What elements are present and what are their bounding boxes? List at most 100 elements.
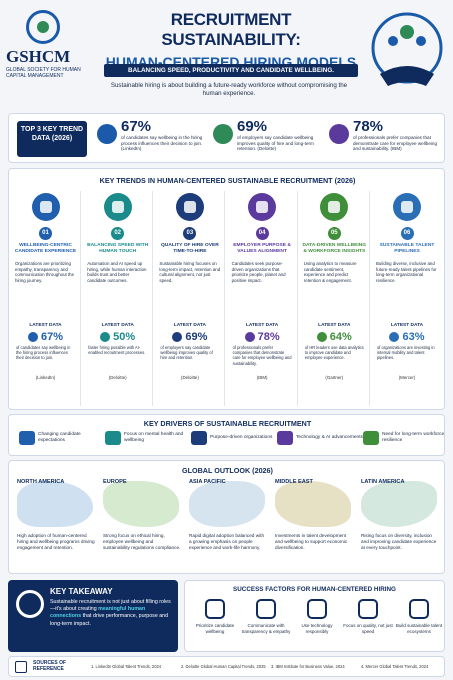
section-heading: KEY DRIVERS OF SUSTAINABLE RECRUITMENT — [143, 419, 312, 428]
stat-text: of HR leaders use data analytics to impr… — [304, 345, 364, 361]
stat-source: (IBM) — [256, 375, 268, 380]
success-factor: Prioritize candidate wellbeing — [190, 599, 240, 634]
region-text: Rising focus on diversity, inclusion and… — [361, 533, 437, 550]
latest-label: LATEST DATA — [29, 323, 62, 328]
region-name: EUROPE — [103, 479, 127, 485]
factor-text: Use technology responsibly — [301, 623, 333, 634]
source-item: 3. IBM Institute for Business Value, 202… — [271, 664, 345, 669]
hero-person — [416, 36, 426, 46]
stat-source: (Gartner) — [325, 375, 344, 380]
latest-label: LATEST DATA — [245, 323, 279, 328]
trend-description: Candidates seek purpose-driven organizat… — [231, 261, 286, 283]
trend-icon — [31, 193, 60, 221]
driver-icon — [105, 431, 121, 445]
trend-title: BALANCING SPEED WITH HUMAN TOUCH — [87, 243, 149, 254]
book-icon — [15, 661, 27, 673]
region: MIDDLE EAST Investments in talent develop… — [271, 477, 355, 571]
sources: SOURCES OF REFERENCE 1. LinkedIn Global … — [8, 656, 445, 677]
region-text: High adoption of human-centered hiring a… — [17, 533, 95, 550]
region: NORTH AMERICA High adoption of human-cent… — [13, 477, 97, 571]
factor-icon — [256, 599, 276, 619]
source-item: 1. LinkedIn Global Talent Trends, 2024 — [91, 664, 162, 669]
outlook-section: GLOBAL OUTLOOK (2026) NORTH AMERICA High … — [8, 460, 445, 574]
stat-row: 50% — [83, 331, 152, 343]
takeaway-title: KEY TAKEAWAY — [50, 587, 113, 596]
factor-icon — [409, 599, 429, 619]
section-heading: KEY TRENDS IN HUMAN-CENTERED SUSTAINABLE… — [99, 176, 356, 185]
section-heading: SUCCESS FACTORS FOR HUMAN-CENTERED HIRIN… — [233, 586, 396, 593]
driver-icon — [191, 431, 207, 445]
trend-description: Using analytics to measure candidate sen… — [303, 261, 357, 283]
trend-icon — [248, 193, 277, 221]
region: ASIA PACIFIC Rapid digital adoption balan… — [185, 477, 269, 571]
stat-icon — [329, 124, 349, 144]
trend-description: Organizations are prioritizing empathy, … — [15, 261, 75, 283]
stat-value: 78% — [353, 118, 384, 135]
title: RECRUITMENT SUSTAINABILITY: HUMAN-CENTER… — [100, 10, 362, 70]
stat-text: of candidates say wellbeing in the hirin… — [121, 135, 203, 152]
driver: Focus on mental health and wellbeing — [105, 431, 191, 445]
stat-text: of employers say candidate wellbeing imp… — [160, 345, 213, 361]
latest-label: LATEST DATA — [390, 323, 424, 328]
trend-column: 02 BALANCING SPEED WITH HUMAN TOUCH Automa… — [83, 191, 154, 406]
driver: Purpose-driven organizations — [191, 431, 277, 445]
logo-mark — [26, 10, 60, 44]
trend-title: QUALITY OF HIRE OVER TIME-TO-HIRE — [160, 243, 219, 254]
driver-icon — [19, 431, 35, 445]
trend-column: 06 SUSTAINABLE TALENT PIPELINES Building d… — [372, 191, 442, 406]
latest-label: LATEST DATA — [101, 323, 134, 328]
region-map — [17, 481, 93, 527]
logo: GSHCM GLOBAL SOCIETY FOR HUMAN CAPITAL M… — [6, 10, 98, 79]
source-item: 4. Mercer Global Talent Trends, 2024 — [361, 664, 429, 669]
trend-description: Sustainable hiring focuses on long-term … — [159, 261, 221, 283]
stat-icon — [100, 332, 111, 342]
region-map — [361, 481, 437, 527]
driver: Technology & AI advancements — [277, 431, 363, 445]
success-factor: Use technology responsibly — [292, 599, 342, 634]
stat-row: 63% — [372, 331, 442, 343]
stat-value: 67% — [40, 331, 64, 343]
region-name: ASIA PACIFIC — [189, 479, 226, 485]
subtitle: Sustainable hiring is about building a f… — [110, 82, 348, 97]
stat-text: of professionals prefer companies that d… — [232, 345, 292, 366]
region-map — [189, 481, 265, 527]
stat-icon — [27, 332, 38, 342]
stat-row: 69% — [155, 331, 224, 343]
top-stats: TOP 3 KEY TREND DATA (2026) 67% of candid… — [8, 113, 445, 163]
stat-icon — [213, 124, 233, 144]
trend-icon — [320, 193, 349, 221]
target-icon — [16, 590, 44, 618]
stat-body: 78% of professionals prefer companies tha… — [353, 118, 444, 152]
trend-column: 01 WELLBEING-CENTRIC CANDIDATE EXPERIENCE… — [11, 191, 81, 406]
hero-icon — [371, 12, 443, 86]
section-heading: GLOBAL OUTLOOK (2026) — [182, 466, 273, 475]
stat-icon — [389, 332, 400, 342]
stat-value: 64% — [329, 331, 352, 343]
takeaway-text: Sustainable recruitment is not just abou… — [50, 599, 172, 628]
drivers-section: KEY DRIVERS OF SUSTAINABLE RECRUITMENT C… — [8, 414, 445, 456]
stat-value: 50% — [113, 331, 136, 343]
hero-person — [388, 36, 398, 46]
region-name: NORTH AMERICA — [17, 479, 65, 485]
stat-icon — [97, 124, 117, 144]
success-factors: SUCCESS FACTORS FOR HUMAN-CENTERED HIRIN… — [184, 580, 445, 652]
source-item: 2. Deloitte Global Human Capital Trends,… — [181, 664, 266, 669]
trend-icon — [103, 193, 132, 221]
sources-title: SOURCES OF REFERENCE — [33, 660, 67, 672]
stat: 69% of employers say candidate wellbeing … — [213, 118, 328, 152]
driver-icon — [363, 431, 379, 445]
stat-source: (Mercer) — [398, 375, 416, 380]
driver-text: Technology & AI advancements — [296, 435, 363, 440]
stat-body: 67% of candidates say wellbeing in the hi… — [121, 118, 212, 152]
factor-text: Communicate with transparency & empathy — [241, 623, 291, 634]
factor-icon — [205, 599, 225, 619]
org-name: GLOBAL SOCIETY FOR HUMAN CAPITAL MANAGEM… — [6, 67, 81, 79]
stat-source: (Deloitte) — [108, 375, 127, 380]
trend-number: 03 — [183, 227, 197, 240]
stat-icon — [172, 332, 183, 342]
stat-text: of professionals prefer companies that d… — [353, 135, 438, 152]
text: Sustainable recruitment is not just abou… — [50, 599, 171, 613]
takeaway: KEY TAKEAWAY Sustainable recruitment is … — [8, 580, 178, 652]
latest-label: LATEST DATA — [318, 323, 351, 328]
stat-source: (LinkedIn) — [35, 375, 56, 380]
